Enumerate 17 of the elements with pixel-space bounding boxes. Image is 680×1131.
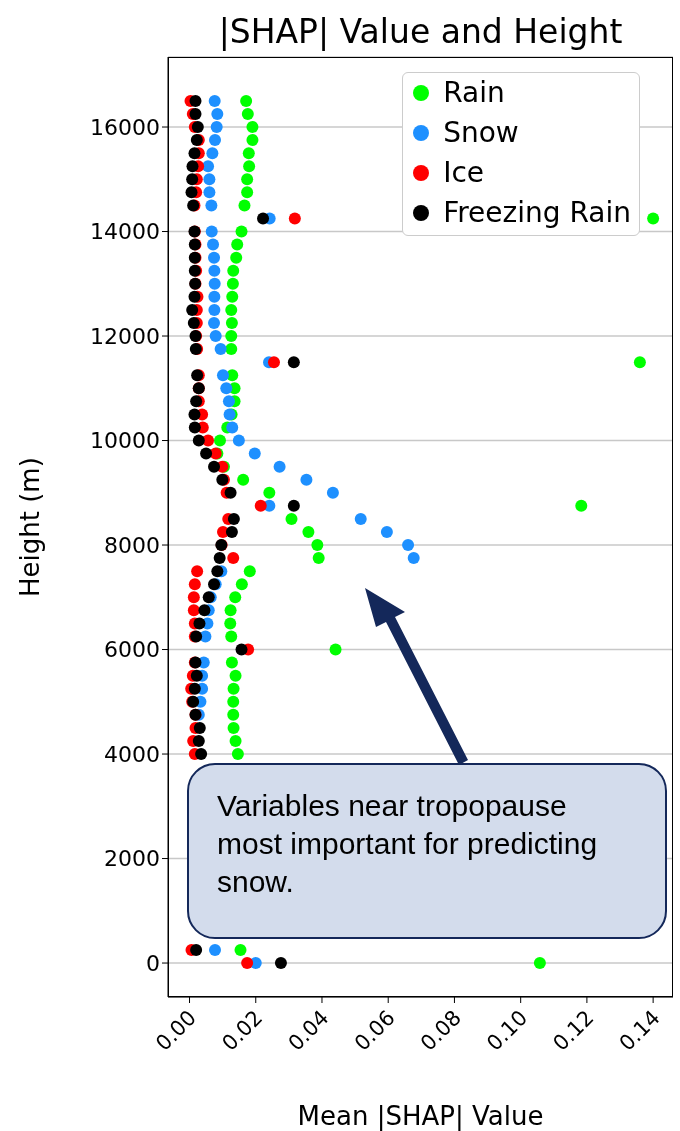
legend-label: Snow xyxy=(443,115,519,151)
x-axis-title: Mean |SHAP| Value xyxy=(297,1101,544,1131)
legend-label: Ice xyxy=(443,155,485,191)
y-tick-label: 0 xyxy=(146,950,160,976)
y-tick-label: 6000 xyxy=(104,637,160,663)
y-tick-label: 2000 xyxy=(104,846,160,872)
chart-title: |SHAP| Value and Height xyxy=(217,12,624,51)
y-tick-label: 10000 xyxy=(90,428,160,454)
y-tick-label: 4000 xyxy=(104,741,160,767)
y-tick-label: 8000 xyxy=(104,532,160,558)
y-axis-title: Height (m) xyxy=(15,457,46,597)
y-tick-label: 14000 xyxy=(90,219,160,245)
legend-label: Freezing Rain xyxy=(443,195,631,231)
y-tick-label: 16000 xyxy=(90,114,160,140)
y-tick-label: 12000 xyxy=(90,323,160,349)
callout-box: Variables near tropopause most important for predicting snow. xyxy=(187,763,667,939)
legend-label: Rain xyxy=(443,75,505,111)
